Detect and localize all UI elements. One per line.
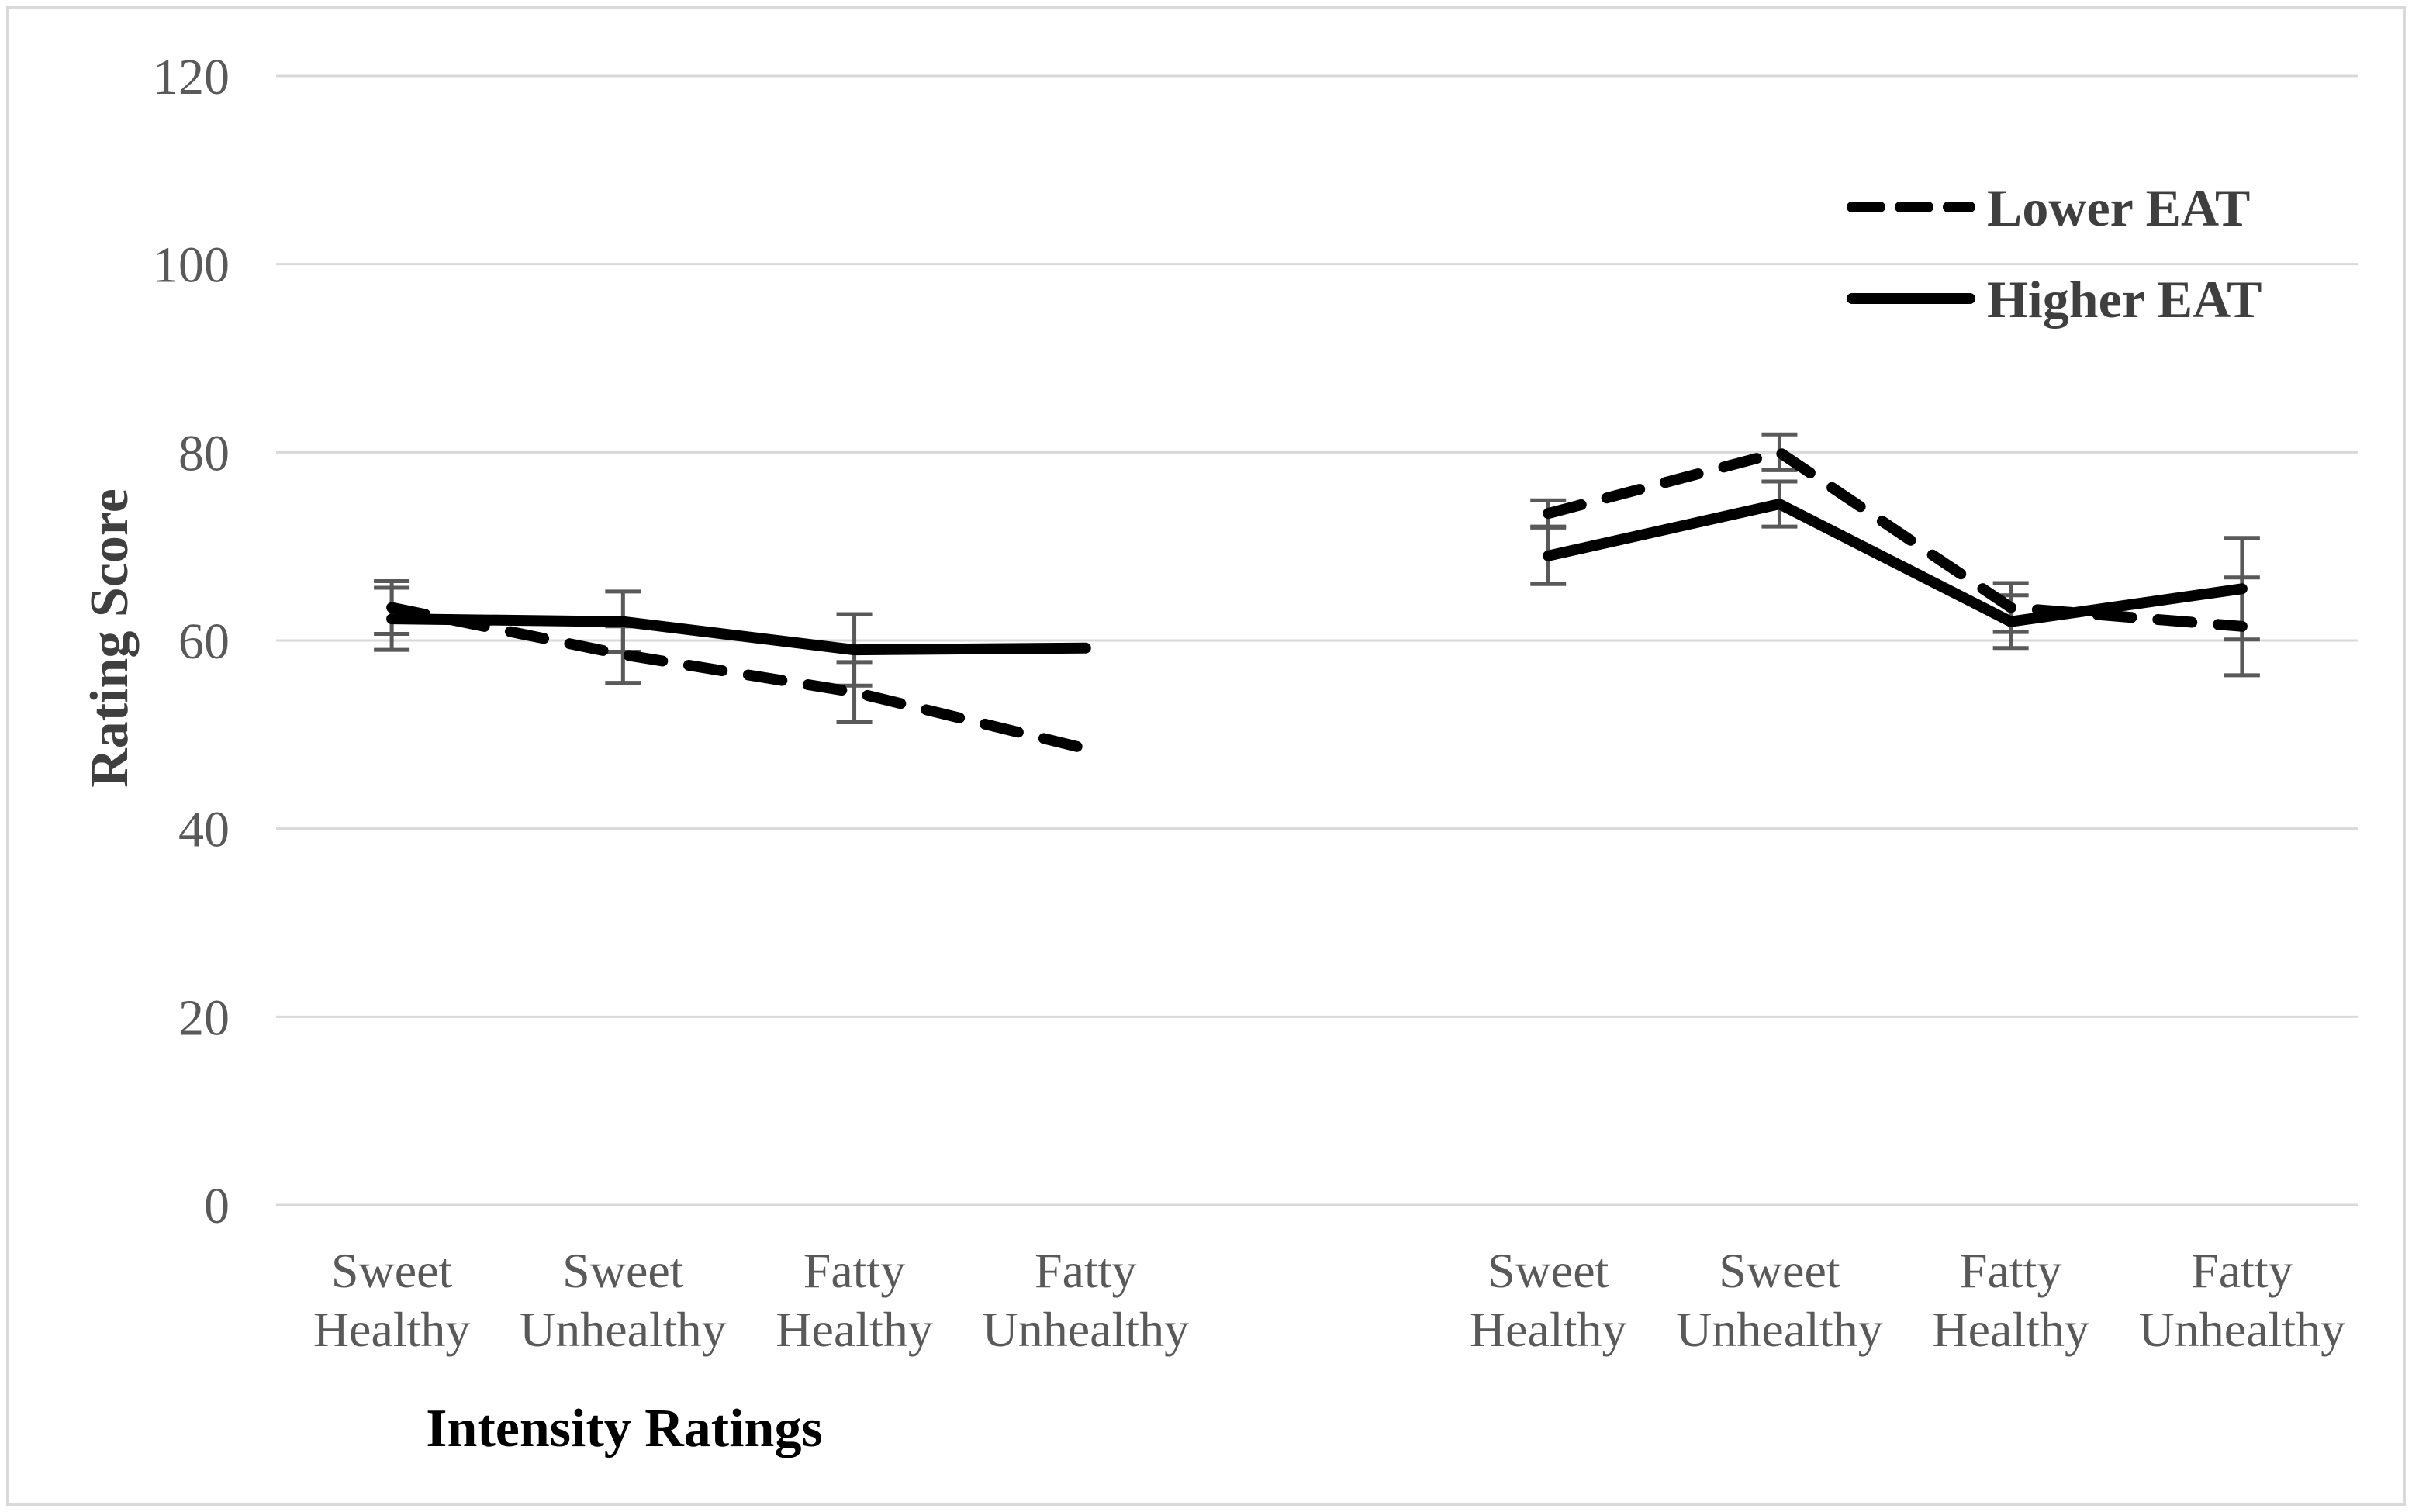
series-line-higher-eat — [386, 613, 1091, 656]
y-tick-label-80: 80 — [178, 425, 230, 482]
x-category-label-line2: Unhealthy — [982, 1302, 1189, 1357]
series-line-lower-eat — [386, 602, 1091, 754]
y-tick-label-40: 40 — [178, 802, 230, 858]
y-tick-label-0: 0 — [204, 1178, 230, 1234]
x-category-label-line2: Healthy — [313, 1302, 471, 1357]
x-category-label-line1: Fatty — [1960, 1243, 2062, 1298]
x-category-label-line1: Fatty — [1035, 1243, 1137, 1298]
x-category-label-line1: Fatty — [803, 1243, 906, 1298]
series-line-lower-eat — [1543, 447, 2248, 632]
x-category-label-line2: Unhealthy — [520, 1302, 727, 1357]
x-category-label-line1: Sweet — [1488, 1243, 1609, 1298]
y-axis-title: Rating Score — [80, 488, 140, 788]
y-tick-label-60: 60 — [178, 613, 230, 670]
x-category-label-line1: Sweet — [331, 1243, 453, 1298]
y-tick-label-20: 20 — [178, 989, 230, 1046]
x-category-label-line2: Healthy — [776, 1302, 933, 1357]
x-category-label-line1: Sweet — [562, 1243, 684, 1298]
x-category-label-line2: Healthy — [1470, 1302, 1627, 1357]
y-tick-label-100: 100 — [153, 237, 230, 294]
legend-label-lower-eat: Lower EAT — [1987, 178, 2250, 237]
x-category-label-line2: Healthy — [1932, 1302, 2089, 1357]
legend-label-higher-eat: Higher EAT — [1987, 270, 2262, 329]
y-tick-label-120: 120 — [153, 49, 230, 105]
x-category-label-line1: Fatty — [2191, 1243, 2293, 1298]
x-axis-title: Intensity Ratings — [426, 1399, 823, 1458]
x-category-label-line1: Sweet — [1719, 1243, 1840, 1298]
x-category-label-line2: Unhealthy — [1676, 1302, 1883, 1357]
x-category-label-line2: Unhealthy — [2139, 1302, 2346, 1357]
series-line-higher-eat — [1543, 499, 2248, 627]
